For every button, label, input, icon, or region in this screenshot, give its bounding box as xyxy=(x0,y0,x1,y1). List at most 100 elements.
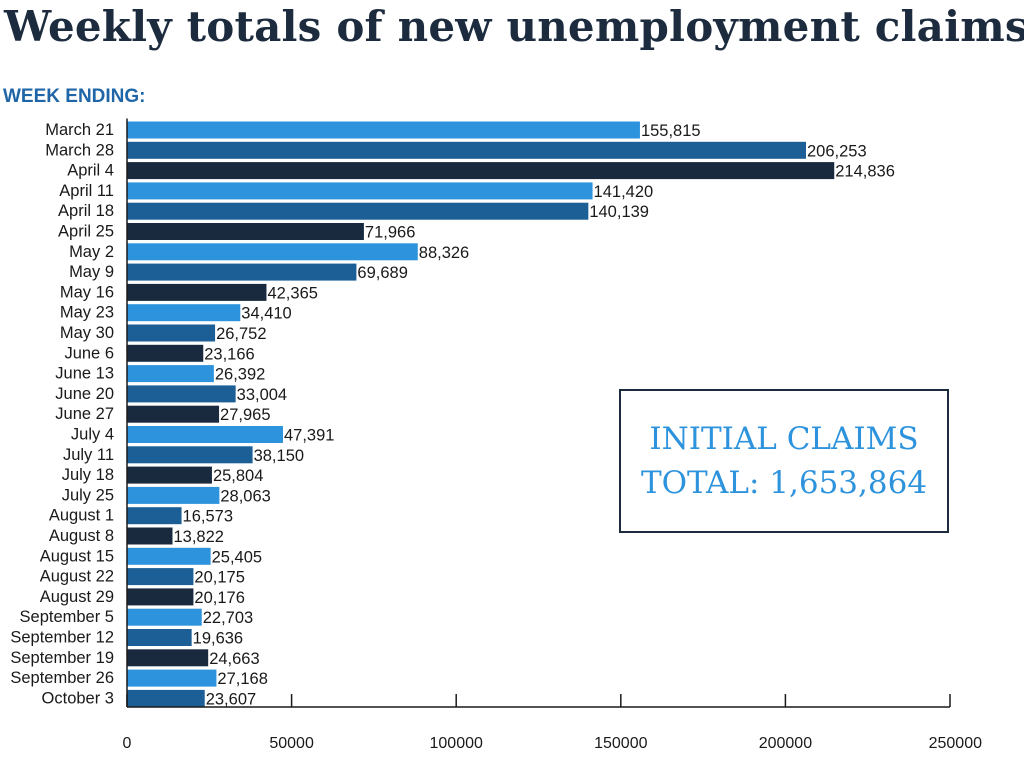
category-label: September 12 xyxy=(10,629,114,647)
bar xyxy=(127,689,205,707)
bar xyxy=(127,588,194,606)
value-label: 13,822 xyxy=(174,528,224,546)
value-label: 22,703 xyxy=(203,609,253,627)
chart-title: Weekly totals of new unemployment claims xyxy=(4,2,1024,51)
bar xyxy=(127,182,593,200)
x-tick-label: 250000 xyxy=(929,735,982,752)
category-label: August 22 xyxy=(40,568,114,586)
value-label: 206,253 xyxy=(807,142,867,160)
category-label: August 1 xyxy=(49,507,114,525)
bar xyxy=(127,669,217,687)
bar xyxy=(127,547,211,565)
bar xyxy=(127,365,214,383)
value-label: 140,139 xyxy=(589,203,649,221)
bar xyxy=(127,426,284,443)
bar xyxy=(127,629,192,646)
bar xyxy=(127,223,364,240)
bar xyxy=(127,141,806,159)
bars-group xyxy=(127,121,835,707)
value-label: 26,752 xyxy=(216,325,266,343)
value-label: 25,405 xyxy=(212,548,262,566)
bar xyxy=(127,202,589,220)
value-labels: 155,815 206,253 214,836 141,420 140,139 71,96… xyxy=(174,122,895,708)
value-label: 47,391 xyxy=(284,427,334,445)
total-claims-callout: INITIAL CLAIMS TOTAL: 1,653,864 xyxy=(619,389,949,533)
category-label: June 20 xyxy=(55,385,114,403)
bar xyxy=(127,304,241,322)
bar xyxy=(127,263,357,281)
category-label: March 21 xyxy=(45,121,114,139)
bar xyxy=(127,243,418,261)
category-label: August 29 xyxy=(40,588,114,606)
category-label: August 15 xyxy=(40,547,114,565)
category-label: August 8 xyxy=(49,527,114,545)
x-tick-label: 150000 xyxy=(594,735,647,752)
category-label: April 11 xyxy=(59,182,114,200)
x-tick-label: 50000 xyxy=(269,735,314,752)
x-tick-label: 200000 xyxy=(759,735,812,752)
bar xyxy=(127,568,194,586)
bar xyxy=(127,486,220,504)
category-label: July 18 xyxy=(62,466,114,484)
bar xyxy=(127,608,202,626)
category-label: July 25 xyxy=(62,486,114,504)
category-label: May 16 xyxy=(60,283,114,301)
category-label: April 4 xyxy=(67,162,114,180)
value-label: 141,420 xyxy=(594,183,654,201)
category-label: June 27 xyxy=(55,405,114,423)
value-label: 20,175 xyxy=(194,569,244,587)
value-label: 20,176 xyxy=(194,589,244,607)
category-label: July 4 xyxy=(71,426,114,444)
value-label: 34,410 xyxy=(241,305,291,323)
value-label: 19,636 xyxy=(193,630,243,648)
callout-line-1: INITIAL CLAIMS xyxy=(649,421,919,457)
bar xyxy=(127,324,216,342)
category-label: June 13 xyxy=(55,365,114,383)
category-label: September 19 xyxy=(10,649,114,667)
category-label: May 23 xyxy=(60,304,114,322)
value-label: 23,166 xyxy=(204,345,254,363)
x-axis: 0 50000 100000 150000 200000 250000 xyxy=(123,118,982,752)
bar xyxy=(127,121,640,139)
bar xyxy=(127,385,236,403)
category-label: May 30 xyxy=(60,324,114,342)
value-label: 69,689 xyxy=(357,264,407,282)
value-label: 42,365 xyxy=(267,284,317,302)
value-label: 25,804 xyxy=(213,467,263,485)
category-label: June 6 xyxy=(64,344,114,362)
bar xyxy=(127,344,204,362)
bar xyxy=(127,466,212,484)
value-label: 71,966 xyxy=(365,224,415,242)
value-label: 26,392 xyxy=(215,366,265,384)
callout-line-2: TOTAL: 1,653,864 xyxy=(640,465,928,501)
category-labels: March 21 March 28 April 4 April 11 April 18 A… xyxy=(10,121,114,707)
category-label: April 18 xyxy=(58,202,114,220)
value-label: 88,326 xyxy=(419,244,469,262)
bar xyxy=(127,405,220,423)
bar xyxy=(127,446,253,464)
chart-subtitle: WEEK ENDING: xyxy=(3,86,146,107)
category-label: July 11 xyxy=(63,446,114,464)
category-label: April 25 xyxy=(58,223,114,241)
bar xyxy=(127,162,835,180)
value-label: 155,815 xyxy=(641,122,701,140)
category-label: May 2 xyxy=(69,243,114,261)
value-label: 33,004 xyxy=(237,386,287,404)
value-label: 38,150 xyxy=(254,447,304,465)
category-label: September 5 xyxy=(20,608,114,626)
bar xyxy=(127,283,267,301)
category-label: October 3 xyxy=(42,689,114,707)
value-label: 28,063 xyxy=(220,487,270,505)
value-label: 23,607 xyxy=(206,690,256,708)
x-tick-label: 0 xyxy=(123,735,132,752)
category-label: May 9 xyxy=(69,263,114,281)
value-label: 24,663 xyxy=(209,650,259,668)
bar xyxy=(127,527,173,545)
value-label: 27,965 xyxy=(220,406,270,424)
value-label: 16,573 xyxy=(183,508,233,526)
category-label: March 28 xyxy=(45,141,114,159)
x-tick-label: 100000 xyxy=(430,735,483,752)
value-label: 214,836 xyxy=(835,163,895,181)
bar xyxy=(127,649,209,667)
